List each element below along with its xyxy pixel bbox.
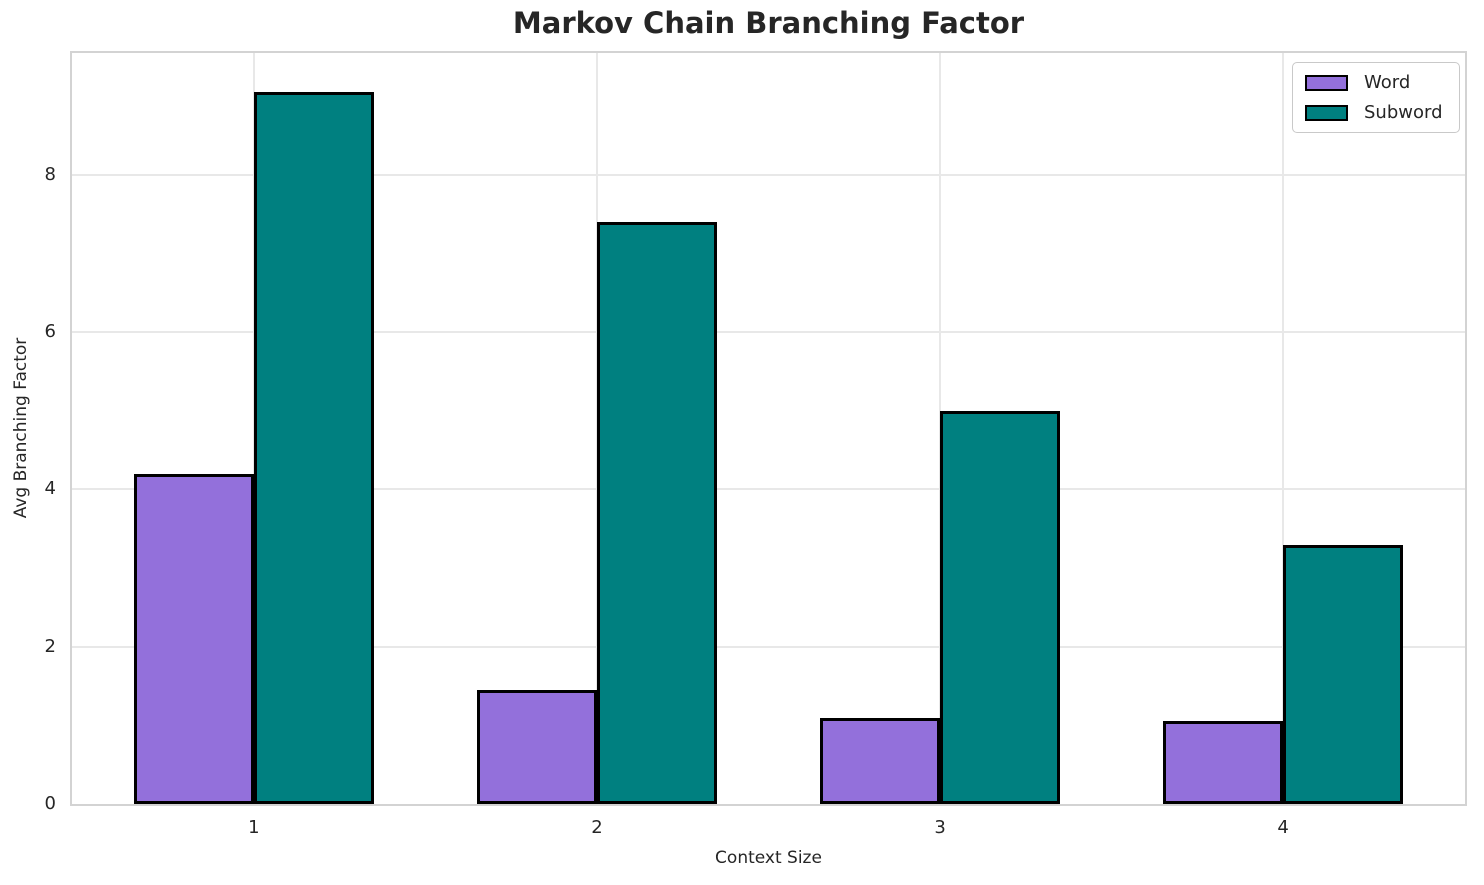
legend-label-word: Word: [1364, 72, 1411, 93]
legend-item-subword: Subword: [1305, 102, 1447, 123]
x-tick-2: 2: [591, 817, 603, 838]
gridline-y-6: [72, 331, 1465, 334]
bar-subword-ctx1: [253, 92, 374, 804]
bar-word-ctx2: [476, 689, 597, 804]
legend-swatch-word: [1305, 74, 1348, 91]
legend-item-word: Word: [1305, 72, 1447, 93]
chart-title: Markov Chain Branching Factor: [512, 6, 1025, 40]
legend-label-subword: Subword: [1364, 102, 1443, 123]
x-axis-label: Context Size: [715, 848, 822, 868]
bar-subword-ctx2: [596, 222, 718, 804]
legend-swatch-subword: [1305, 104, 1348, 121]
gridline-y-4: [72, 488, 1465, 491]
gridline-y-2: [72, 645, 1465, 648]
x-tick-3: 3: [934, 817, 946, 838]
y-tick-8: 8: [44, 163, 56, 185]
bar-subword-ctx4: [1283, 544, 1404, 804]
x-tick-4: 4: [1277, 817, 1289, 838]
legend: Word Subword: [1292, 62, 1460, 133]
bar-word-ctx4: [1163, 721, 1284, 804]
gridline-y-8: [72, 173, 1465, 176]
y-tick-6: 6: [44, 321, 56, 343]
bar-subword-ctx3: [940, 410, 1061, 804]
bar-word-ctx3: [819, 717, 941, 804]
gridline-x-4: [1282, 53, 1285, 804]
x-tick-1: 1: [248, 817, 260, 838]
bar-word-ctx1: [133, 473, 254, 804]
y-tick-0: 0: [44, 793, 56, 814]
y-tick-2: 2: [44, 635, 56, 657]
y-tick-4: 4: [44, 478, 56, 500]
plot-area: [70, 51, 1467, 806]
